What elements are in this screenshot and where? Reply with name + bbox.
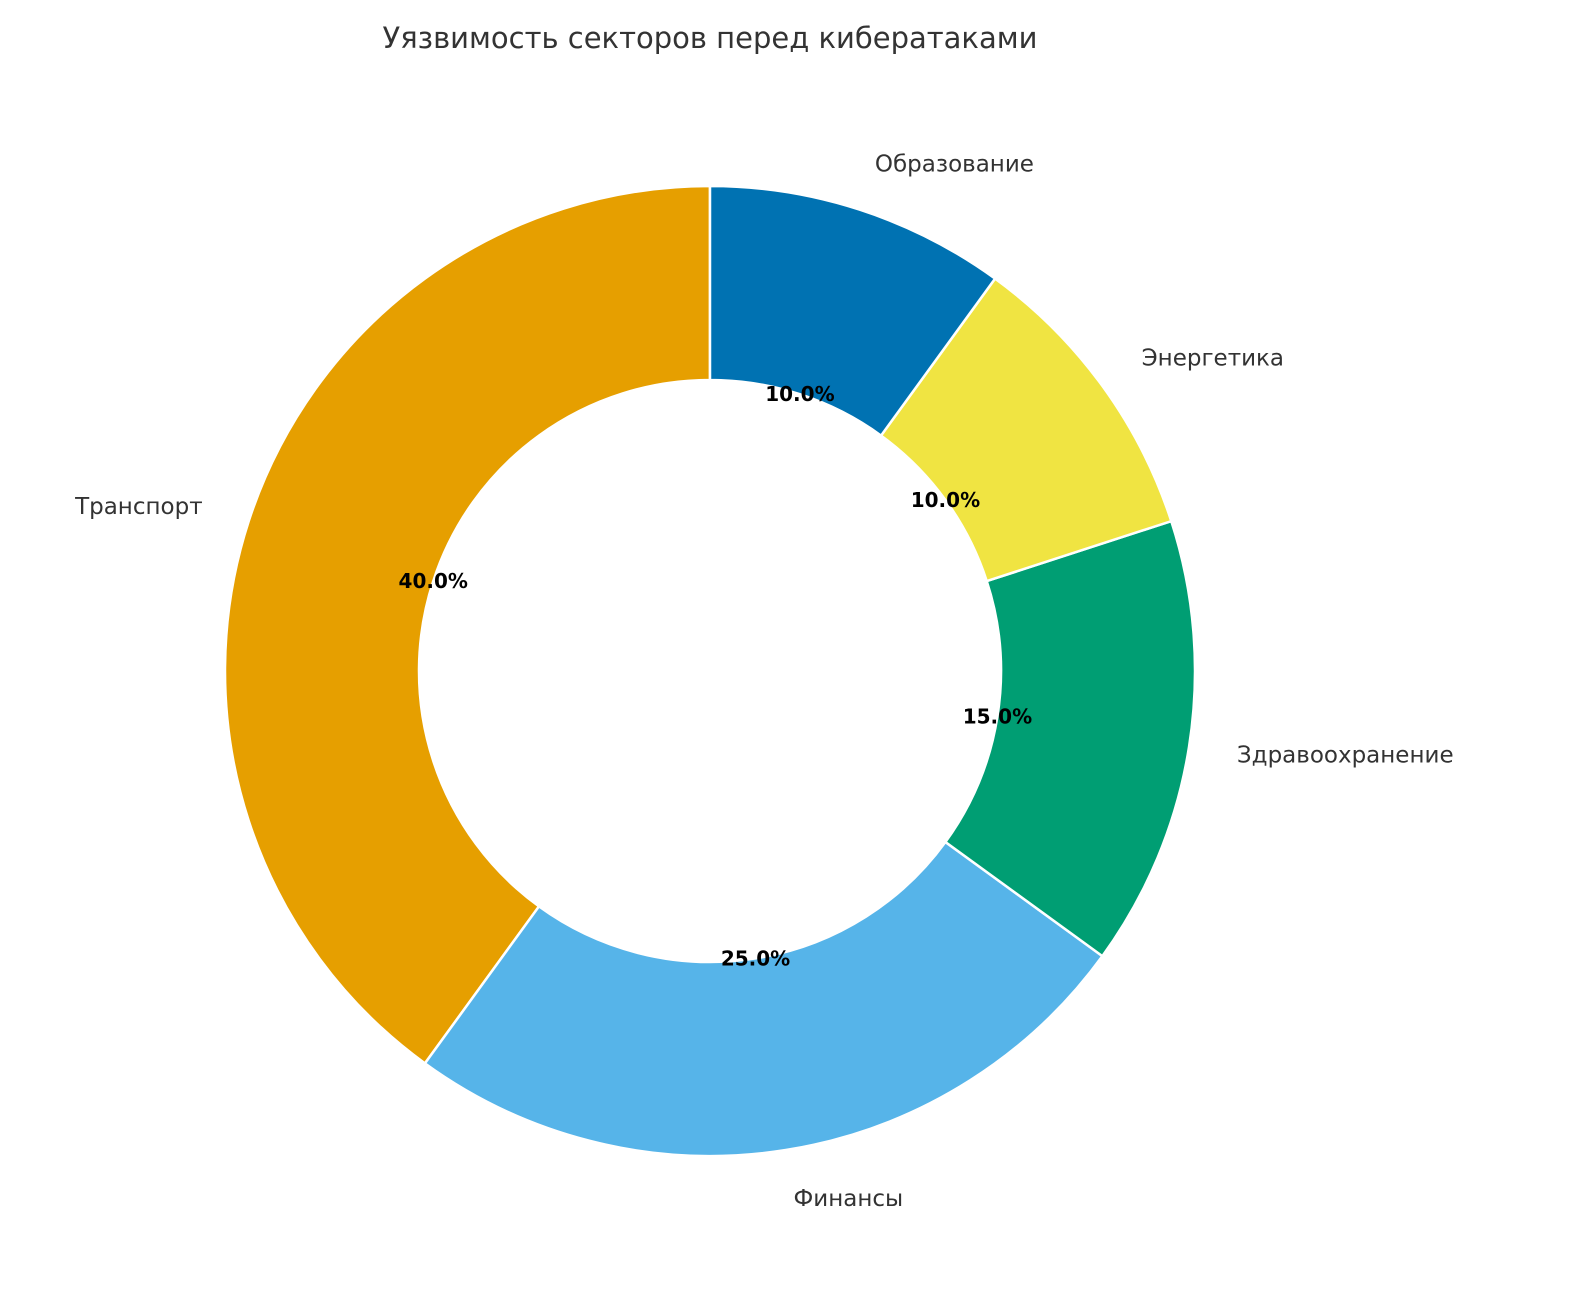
slice-0 [223,184,712,1066]
pct-label: 25.0% [721,946,790,970]
slice-2 [943,519,1197,958]
chart-title: Уязвимость секторов перед кибератаками [383,21,1038,55]
pct-label: 40.0% [399,569,468,593]
slice-label: Финансы [793,1186,903,1212]
slice-label: Энергетика [1142,345,1284,371]
pct-label: 10.0% [765,382,834,406]
pct-label: 15.0% [963,705,1032,729]
slice-label: Транспорт [74,494,203,520]
pct-label: 10.0% [911,488,980,512]
slice-label: Образование [875,152,1034,178]
slice-4 [708,184,997,438]
slice-1 [423,840,1105,1158]
slice-label: Здравоохранение [1237,742,1454,768]
